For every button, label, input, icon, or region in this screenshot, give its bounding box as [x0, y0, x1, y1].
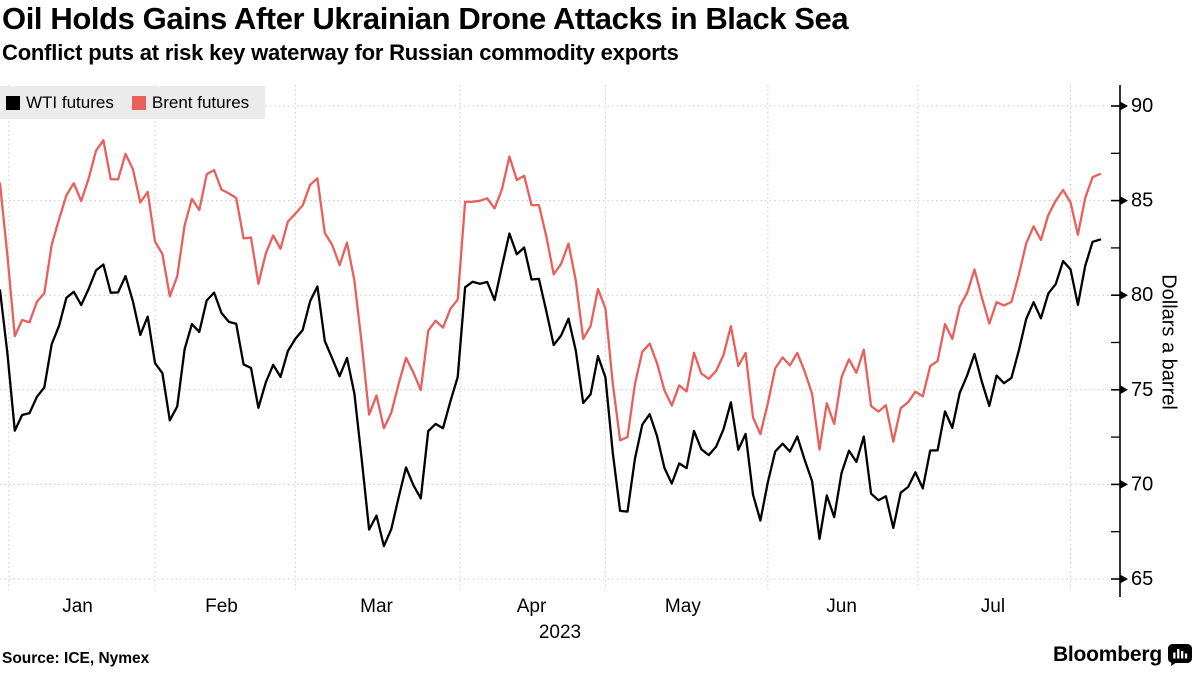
chart-legend: WTI futures Brent futures	[0, 86, 266, 119]
legend-item-wti: WTI futures	[6, 93, 114, 113]
chart-title: Oil Holds Gains After Ukrainian Drone At…	[2, 1, 849, 36]
chart-subtitle: Conflict puts at risk key waterway for R…	[2, 40, 679, 65]
y-axis-title: Dollars a barrel	[1157, 274, 1180, 410]
series-lines	[0, 139, 1102, 548]
tick-arrow-80	[1120, 290, 1128, 300]
legend-label-wti: WTI futures	[26, 92, 114, 112]
month-label-Jan: Jan	[62, 596, 93, 617]
brent-swatch-icon	[131, 95, 146, 110]
legend-item-brent: Brent futures	[131, 92, 250, 113]
y-tick-label-90: 90	[1131, 95, 1153, 117]
month-gridlines	[8, 85, 1071, 590]
tick-arrow-65	[1120, 574, 1128, 584]
y-tick-label-85: 85	[1131, 190, 1153, 212]
tick-arrow-75	[1120, 385, 1128, 395]
y-tick-label-80: 80	[1131, 284, 1153, 306]
legend-label-brent: Brent futures	[151, 92, 250, 112]
tick-arrow-85	[1120, 196, 1128, 206]
year-label: 2023	[539, 622, 581, 643]
y-tick-label-75: 75	[1131, 379, 1153, 401]
month-label-Jun: Jun	[826, 596, 857, 617]
y-tick-label-70: 70	[1131, 473, 1153, 495]
month-label-Jul: Jul	[981, 596, 1005, 617]
y-tick-labels: 65 70 75 80 85 90	[1131, 95, 1153, 590]
y-axis-ticks	[1111, 101, 1128, 584]
tick-arrow-90	[1120, 101, 1128, 111]
month-label-May: May	[665, 596, 701, 617]
bloomberg-brand: Bloomberg	[1053, 643, 1192, 667]
year-label: 2023	[539, 622, 581, 643]
bloomberg-wordmark: Bloomberg	[1052, 643, 1162, 666]
month-label-Feb: Feb	[205, 596, 238, 617]
wti-line	[0, 232, 1102, 548]
horizontal-gridlines	[0, 105, 1120, 580]
month-labels: Jan Feb Mar Apr May Jun Jul	[62, 596, 1005, 617]
month-label-Mar: Mar	[360, 596, 393, 617]
wti-swatch-icon	[6, 95, 20, 110]
month-label-Apr: Apr	[517, 596, 547, 617]
bloomberg-chart-bubble-icon	[1168, 644, 1192, 666]
brent-line	[0, 139, 1102, 451]
y-tick-label-65: 65	[1131, 568, 1153, 590]
tick-arrow-70	[1120, 479, 1128, 489]
source-attribution: Source: ICE, Nymex	[2, 650, 150, 667]
